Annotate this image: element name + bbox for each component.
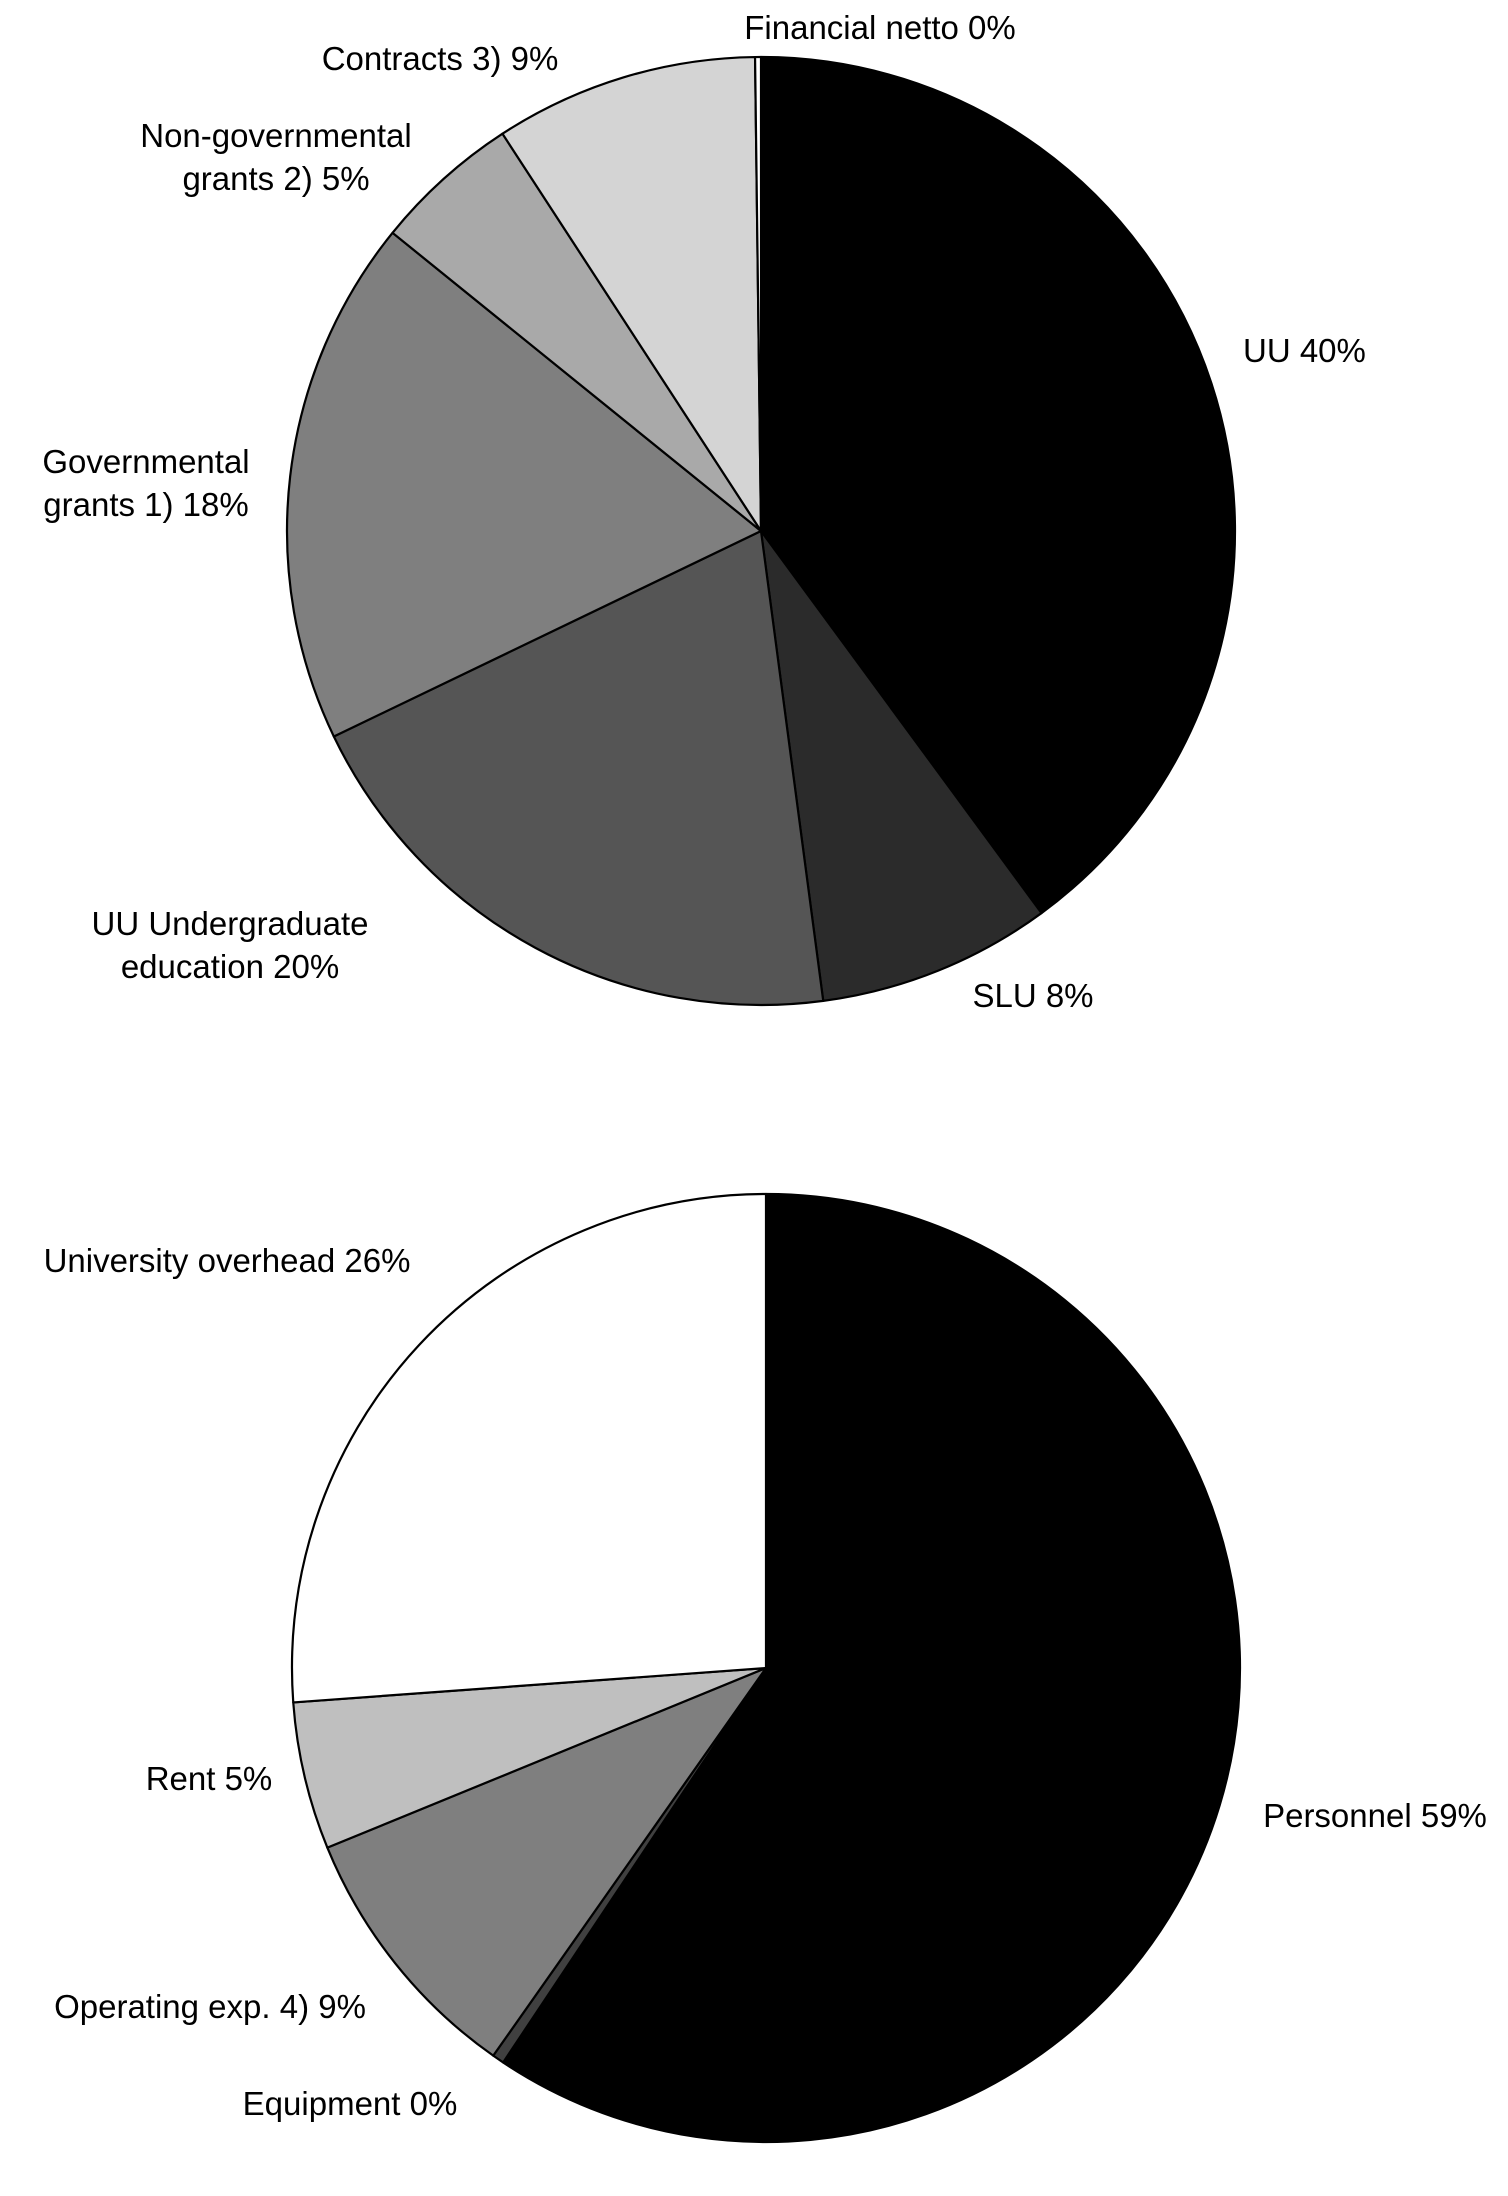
- slice-label-line: Contracts 3) 9%: [322, 40, 559, 77]
- expense-pie-chart: Personnel 59% Equipment 0% Operating exp. …: [44, 1192, 1487, 2144]
- slice-label-contracts-3: Contracts 3) 9%: [322, 40, 559, 77]
- slice-label-line: UU 40%: [1243, 332, 1366, 369]
- pie-slice-financial-netto: [753, 55, 763, 533]
- pie-slice-non-governmental-grants-2: [391, 132, 763, 533]
- slice-label-university-overhead: University overhead 26%: [44, 1242, 411, 1279]
- slice-label-line: SLU 8%: [972, 977, 1093, 1014]
- slice-label-line: UU Undergraduate: [92, 905, 369, 942]
- pie-slice-slu: [759, 529, 1043, 1002]
- income-pie-chart: UU 40% SLU 8% UU Undergraduate education 20…: [42, 9, 1366, 1014]
- slice-label-line: Rent 5%: [146, 1760, 273, 1797]
- pie-slice-uu-undergraduate-education: [332, 529, 825, 1007]
- slice-label-governmental-grants-1: Governmental grants 1) 18%: [42, 443, 249, 523]
- pie-slice-contracts-3: [501, 55, 763, 533]
- slice-label-line: grants 1) 18%: [43, 486, 248, 523]
- pie-slice-personnel: [502, 1192, 1242, 2144]
- slice-label-line: Non-governmental: [140, 117, 411, 154]
- slice-label-uu: UU 40%: [1243, 332, 1366, 369]
- slice-label-rent-5: Rent 5%: [146, 1760, 273, 1797]
- slice-label-line: University overhead 26%: [44, 1242, 411, 1279]
- slice-label-slu: SLU 8%: [972, 977, 1093, 1014]
- slice-label-line: grants 2) 5%: [182, 160, 369, 197]
- slice-label-personnel: Personnel 59%: [1263, 1797, 1487, 1834]
- slice-label-line: Financial netto 0%: [744, 9, 1016, 46]
- slice-label-non-governmental-grants-2: Non-governmental grants 2) 5%: [140, 117, 411, 197]
- pie-slice-rent-5: [292, 1666, 768, 1849]
- slice-label-line: Personnel 59%: [1263, 1797, 1487, 1834]
- pie-slice-university-overhead: [290, 1192, 768, 1704]
- slice-label-uu-undergraduate-education: UU Undergraduate education 20%: [92, 905, 369, 985]
- slice-label-equipment: Equipment 0%: [243, 2085, 458, 2122]
- slice-label-financial-netto: Financial netto 0%: [744, 9, 1016, 46]
- pie-slice-uu: [759, 55, 1237, 915]
- slice-label-line: Governmental: [42, 443, 249, 480]
- slice-label-line: Operating exp. 4) 9%: [54, 1988, 366, 2025]
- slice-label-line: education 20%: [121, 948, 339, 985]
- pie-slice-governmental-grants-1: [285, 231, 763, 738]
- slice-label-operating-exp-4: Operating exp. 4) 9%: [54, 1988, 366, 2025]
- pie-slice-operating-exp-4: [326, 1666, 768, 2057]
- slice-label-line: Equipment 0%: [243, 2085, 458, 2122]
